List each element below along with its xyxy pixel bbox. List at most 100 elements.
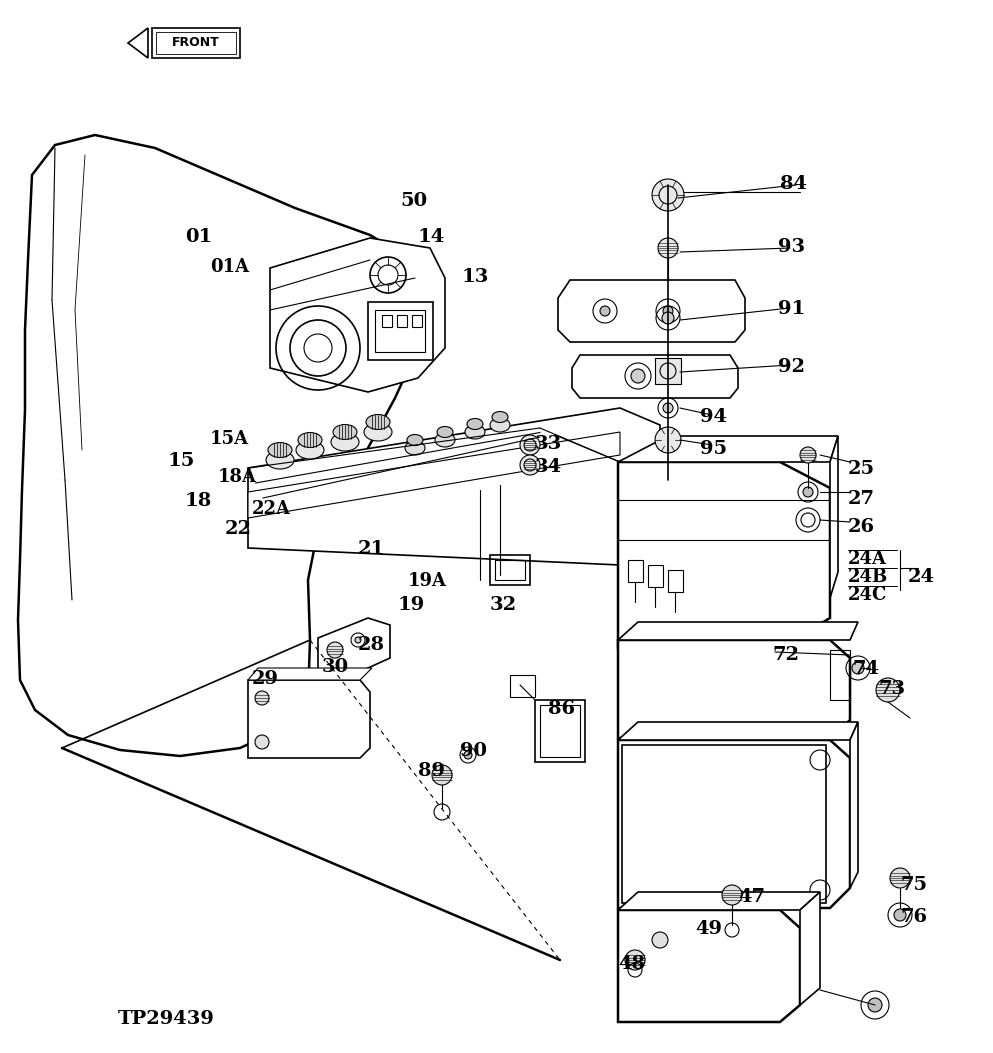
Ellipse shape bbox=[364, 423, 392, 441]
Bar bbox=[648, 565, 663, 587]
Text: 22A: 22A bbox=[252, 500, 291, 518]
Polygon shape bbox=[128, 28, 148, 58]
Text: 91: 91 bbox=[778, 300, 805, 318]
Polygon shape bbox=[618, 436, 838, 462]
Text: 22: 22 bbox=[225, 520, 252, 538]
Text: 26: 26 bbox=[848, 518, 875, 536]
Polygon shape bbox=[618, 722, 858, 740]
Circle shape bbox=[600, 306, 610, 316]
Circle shape bbox=[852, 662, 864, 674]
Text: 30: 30 bbox=[322, 658, 350, 676]
Polygon shape bbox=[618, 640, 850, 738]
Text: 19: 19 bbox=[398, 596, 425, 614]
Circle shape bbox=[464, 751, 472, 759]
Text: 24: 24 bbox=[908, 568, 935, 587]
Ellipse shape bbox=[366, 415, 390, 430]
Text: FRONT: FRONT bbox=[172, 37, 219, 49]
Circle shape bbox=[520, 435, 540, 455]
Text: 14: 14 bbox=[418, 229, 445, 246]
Circle shape bbox=[663, 403, 673, 413]
Text: 15A: 15A bbox=[210, 430, 249, 448]
Circle shape bbox=[655, 428, 681, 453]
Polygon shape bbox=[248, 432, 620, 518]
Text: 15: 15 bbox=[168, 452, 196, 470]
Text: 24B: 24B bbox=[848, 568, 889, 587]
Bar bbox=[490, 555, 530, 585]
Bar bbox=[412, 315, 422, 327]
Text: 49: 49 bbox=[695, 920, 722, 938]
Text: 25: 25 bbox=[848, 460, 875, 478]
Polygon shape bbox=[248, 668, 372, 680]
Ellipse shape bbox=[266, 451, 294, 469]
Polygon shape bbox=[830, 436, 838, 598]
Text: 86: 86 bbox=[548, 700, 575, 718]
Bar bbox=[495, 560, 525, 580]
Text: 92: 92 bbox=[778, 358, 805, 376]
Ellipse shape bbox=[437, 426, 453, 437]
Ellipse shape bbox=[331, 433, 359, 451]
Bar bbox=[628, 560, 643, 582]
Text: 48: 48 bbox=[618, 955, 645, 973]
Bar bbox=[668, 570, 683, 592]
Ellipse shape bbox=[296, 441, 324, 459]
Text: 29: 29 bbox=[252, 670, 279, 688]
Ellipse shape bbox=[467, 418, 483, 430]
Text: 84: 84 bbox=[780, 175, 807, 193]
Polygon shape bbox=[558, 280, 745, 342]
Text: 76: 76 bbox=[900, 908, 927, 926]
Ellipse shape bbox=[298, 433, 322, 448]
Text: 27: 27 bbox=[848, 490, 875, 508]
Text: 24C: 24C bbox=[848, 587, 888, 604]
Polygon shape bbox=[318, 618, 390, 688]
Circle shape bbox=[800, 448, 816, 463]
Circle shape bbox=[890, 868, 910, 888]
Bar bbox=[540, 706, 580, 757]
Polygon shape bbox=[618, 622, 858, 640]
Circle shape bbox=[652, 179, 684, 211]
Bar bbox=[382, 315, 392, 327]
Bar bbox=[830, 650, 850, 700]
Circle shape bbox=[631, 369, 645, 383]
Polygon shape bbox=[655, 358, 681, 384]
Polygon shape bbox=[618, 462, 830, 648]
Text: 73: 73 bbox=[878, 680, 906, 698]
Bar bbox=[375, 310, 425, 352]
Ellipse shape bbox=[407, 435, 423, 445]
Ellipse shape bbox=[268, 442, 292, 457]
Text: 33: 33 bbox=[535, 435, 562, 453]
Text: 21: 21 bbox=[358, 540, 385, 558]
Text: 18: 18 bbox=[185, 492, 213, 510]
Ellipse shape bbox=[333, 424, 357, 439]
Text: 95: 95 bbox=[700, 440, 727, 458]
Circle shape bbox=[255, 691, 269, 706]
Text: 50: 50 bbox=[400, 192, 427, 210]
Ellipse shape bbox=[465, 425, 485, 439]
Text: 24A: 24A bbox=[848, 550, 887, 568]
Polygon shape bbox=[618, 910, 800, 1022]
Circle shape bbox=[432, 764, 452, 784]
Circle shape bbox=[868, 998, 882, 1012]
Bar bbox=[622, 746, 826, 903]
Circle shape bbox=[625, 950, 645, 970]
Text: 72: 72 bbox=[772, 645, 799, 664]
Polygon shape bbox=[270, 238, 445, 392]
Circle shape bbox=[663, 306, 673, 316]
Circle shape bbox=[255, 735, 269, 749]
Bar bbox=[397, 315, 407, 327]
Text: 90: 90 bbox=[460, 742, 487, 760]
Polygon shape bbox=[572, 355, 738, 398]
Circle shape bbox=[520, 455, 540, 475]
Circle shape bbox=[662, 312, 674, 324]
Text: 47: 47 bbox=[738, 888, 765, 906]
Circle shape bbox=[722, 885, 742, 905]
Text: 93: 93 bbox=[778, 238, 805, 256]
Ellipse shape bbox=[405, 441, 425, 455]
Circle shape bbox=[876, 678, 900, 702]
Text: 34: 34 bbox=[535, 458, 562, 476]
Bar bbox=[535, 700, 585, 762]
Polygon shape bbox=[800, 892, 820, 1005]
Text: 18A: 18A bbox=[218, 468, 257, 486]
Polygon shape bbox=[618, 740, 850, 908]
Text: 01: 01 bbox=[185, 229, 213, 246]
Text: 89: 89 bbox=[418, 762, 445, 780]
